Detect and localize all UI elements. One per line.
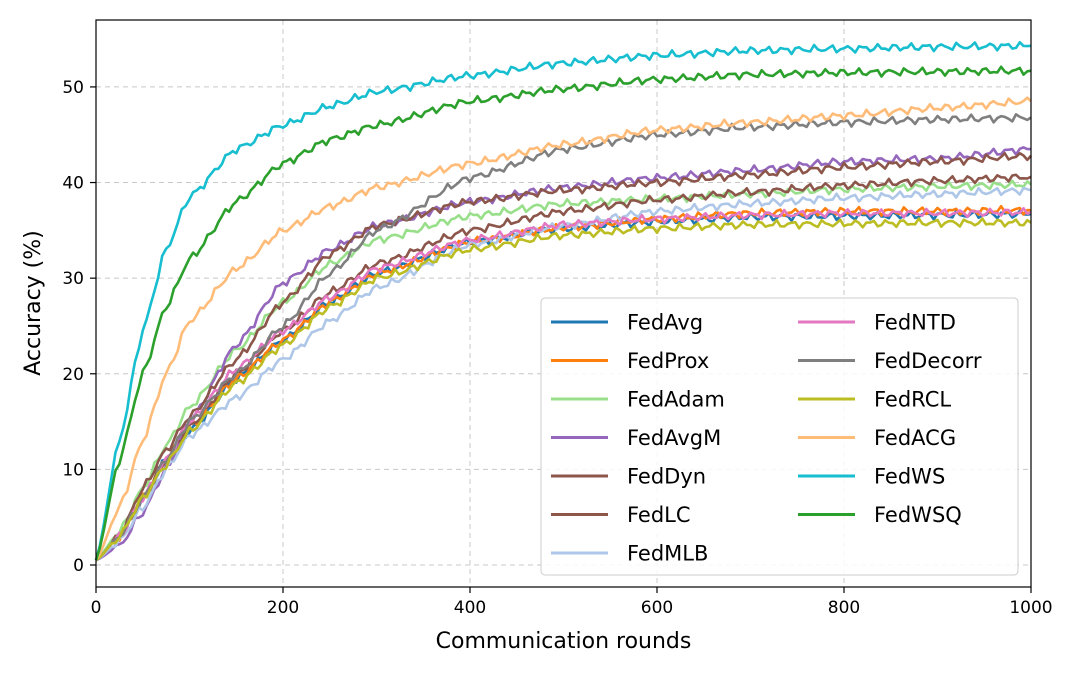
legend-label: FedMLB <box>627 542 708 566</box>
legend-label: FedACG <box>874 426 956 450</box>
series-line-fedrcl <box>95 217 1032 562</box>
grid <box>96 20 1031 587</box>
x-tick-label: 800 <box>828 598 860 618</box>
series-line-fedprox <box>95 204 1032 562</box>
legend-label: FedAvgM <box>627 426 721 450</box>
y-tick-label: 50 <box>62 78 84 98</box>
series-line-fedadam <box>95 179 1032 562</box>
legend-label: FedDecorr <box>874 349 982 373</box>
x-tick-label: 200 <box>267 598 299 618</box>
legend-label: FedWSQ <box>874 503 962 527</box>
series-line-fedwsq <box>94 65 1032 561</box>
x-tick-label: 1000 <box>1009 598 1052 618</box>
y-tick-label: 10 <box>62 460 84 480</box>
y-tick-label: 40 <box>62 174 84 194</box>
x-tick-label: 600 <box>641 598 673 618</box>
legend-label: FedNTD <box>874 311 956 335</box>
series-lines <box>94 41 1032 562</box>
x-axis-title: Communication rounds <box>436 629 692 654</box>
legend-label: FedAdam <box>627 388 725 412</box>
y-tick-label: 20 <box>62 365 84 385</box>
y-tick-label: 0 <box>73 556 84 576</box>
legend-label: FedWS <box>874 465 945 489</box>
legend: FedAvg FedProx FedAdam FedAvgM FedDyn FedLC Fe… <box>540 297 1019 576</box>
x-tick-label: 0 <box>91 598 102 618</box>
legend-label: FedDyn <box>627 465 706 489</box>
series-line-fedws <box>94 41 1032 561</box>
series-line-fedacg <box>94 96 1032 561</box>
legend-label: FedRCL <box>874 388 951 412</box>
legend-label: FedLC <box>627 503 691 527</box>
series-line-feddecorr <box>95 113 1032 562</box>
axis-ticks: 0 200 400 600 800 1000 0 10 20 30 40 50 <box>62 78 1052 618</box>
y-axis-title: Accuracy (%) <box>21 230 46 376</box>
series-line-feddyn <box>95 152 1032 562</box>
plot-frame <box>95 19 1032 588</box>
y-tick-label: 30 <box>62 269 84 289</box>
legend-box <box>540 297 1019 576</box>
x-tick-label: 400 <box>454 598 486 618</box>
series-line-fedmlb <box>95 186 1032 562</box>
legend-label: FedProx <box>627 349 709 373</box>
legend-label: FedAvg <box>627 311 703 335</box>
